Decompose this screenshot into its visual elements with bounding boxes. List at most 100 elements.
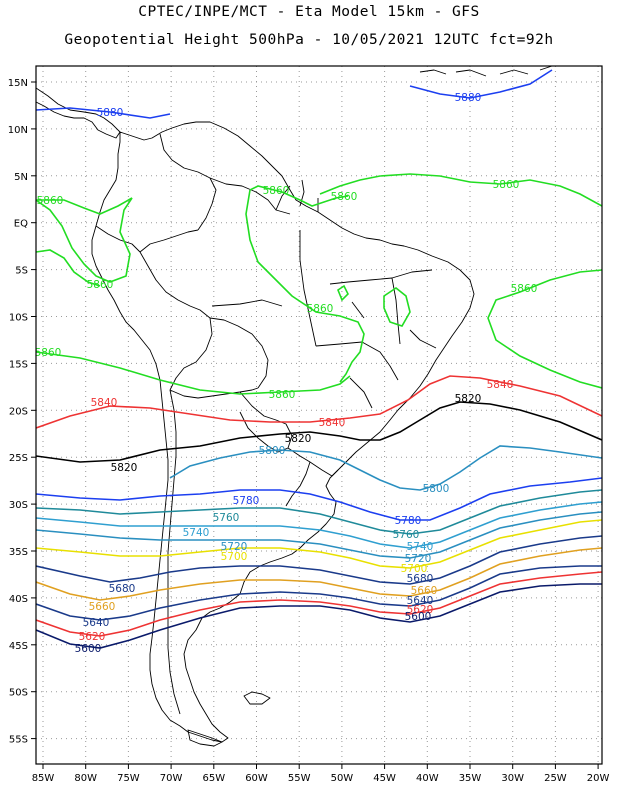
contour-label: 5620 <box>407 604 434 616</box>
contour-5820 <box>36 401 602 463</box>
tierra-del-fuego <box>187 729 223 747</box>
border-ecuador-peru <box>95 225 141 253</box>
contour-5860-north <box>245 185 365 383</box>
contour-label: 5860 <box>511 283 538 295</box>
contour-label: 5640 <box>83 617 110 629</box>
plot-frame <box>35 65 603 765</box>
falkland-islands <box>243 691 271 705</box>
contour-label: 5740 <box>183 527 210 539</box>
contour-5800 <box>169 445 602 491</box>
lat-tick-label: 25S <box>9 453 28 464</box>
lon-tick-label: 65W <box>202 773 225 784</box>
lon-tick-label: 60W <box>245 773 268 784</box>
lon-tick-label: 30W <box>501 773 524 784</box>
lon-tick-label: 20W <box>587 773 610 784</box>
contour-label: 5800 <box>423 483 450 495</box>
contour-5860-island <box>383 287 411 327</box>
lon-tick-label: 45W <box>373 773 396 784</box>
contour-label: 5860 <box>493 179 520 191</box>
lat-tick-label: 40S <box>9 594 28 605</box>
lat-tick-label: 35S <box>9 547 28 558</box>
contour-label: 5860 <box>35 347 62 359</box>
contour-label: 5700 <box>401 563 428 575</box>
lat-tick-label: 50S <box>9 688 28 699</box>
border-colombia-peru-brazil <box>139 229 199 253</box>
lat-lon-grid <box>36 66 602 764</box>
coastline-south-america <box>91 121 475 743</box>
contour-label: 5720 <box>221 541 248 553</box>
border-colombia-venezuela <box>159 133 217 231</box>
contour-label: 5860 <box>87 279 114 291</box>
contour-5740 <box>36 501 602 549</box>
contour-label: 5840 <box>319 417 346 429</box>
lon-tick-label: 50W <box>331 773 354 784</box>
contour-5880-northeast <box>409 69 553 99</box>
lon-tick-label: 35W <box>459 773 482 784</box>
contour-label: 5700 <box>221 551 248 563</box>
contour-label: 5760 <box>213 512 240 524</box>
lat-tick-label: 5N <box>14 172 28 183</box>
lat-tick-label: 15S <box>9 359 28 370</box>
border-brazil-states <box>211 230 437 409</box>
contour-5860-west-lower <box>36 249 101 287</box>
lat-tick-label: 30S <box>9 500 28 511</box>
contour-5600 <box>36 583 602 649</box>
contour-label: 5760 <box>393 529 420 541</box>
contour-label: 5600 <box>405 611 432 623</box>
contour-label: 5680 <box>109 583 136 595</box>
contour-5760 <box>36 489 602 535</box>
contour-label: 5800 <box>259 445 286 457</box>
axes: 85W 80W 75W 70W 65W 60W 55W 50W 45W 40W 35W 30W 25W 2… <box>8 78 610 784</box>
lat-tick-label: 55S <box>9 735 28 746</box>
contour-label: 5780 <box>233 495 260 507</box>
contour-label: 5600 <box>75 643 102 655</box>
contour-label-layer: 5880 5880 5860 5860 5860 5860 5860 5860 5860 5860… <box>35 92 538 655</box>
lon-tick-label: 40W <box>416 773 439 784</box>
contour-label: 5820 <box>285 433 312 445</box>
contour-label: 5860 <box>331 191 358 203</box>
contour-5880-north <box>36 107 171 119</box>
contour-label: 5660 <box>89 601 116 613</box>
continent-outlines <box>36 66 553 747</box>
contour-5780 <box>36 477 602 521</box>
contour-label: 5620 <box>79 631 106 643</box>
contour-label: 5820 <box>455 393 482 405</box>
contour-5860-island-small <box>337 284 349 302</box>
contour-label: 5640 <box>407 595 434 607</box>
lat-tick-label: 45S <box>9 641 28 652</box>
border-bolivia-south <box>169 387 259 399</box>
lat-tick-label: 20S <box>9 406 28 417</box>
contour-5640 <box>36 565 602 621</box>
contour-label: 5780 <box>395 515 422 527</box>
contour-5680 <box>36 535 602 585</box>
chart-title-line-2: Geopotential Height 500hPa - 10/05/2021 … <box>64 32 554 48</box>
border-bolivia-brazil <box>209 317 269 389</box>
contour-5720 <box>36 511 602 559</box>
contour-5620 <box>36 571 602 637</box>
contour-label: 5840 <box>91 397 118 409</box>
contour-label: 5880 <box>97 107 124 119</box>
contour-label: 5860 <box>269 389 296 401</box>
contour-5700 <box>36 519 602 569</box>
lat-tick-label: EQ <box>14 219 28 230</box>
border-peru-bolivia <box>169 317 213 391</box>
lat-tick-label: 10S <box>9 313 28 324</box>
lat-tick-label: 10N <box>8 125 28 136</box>
contour-5860-east <box>487 269 602 389</box>
contour-label: 5820 <box>111 462 138 474</box>
lat-tick-label: 15N <box>8 78 28 89</box>
geopotential-contours <box>36 69 602 649</box>
contour-5860-west <box>36 197 133 283</box>
caribbean-islands <box>419 66 553 77</box>
contour-label: 5660 <box>411 585 438 597</box>
contour-label: 5840 <box>487 379 514 391</box>
lat-tick-label: 5S <box>15 266 28 277</box>
contour-label: 5860 <box>37 195 64 207</box>
chart-title-line-1: CPTEC/INPE/MCT - Eta Model 15km - GFS <box>138 4 480 20</box>
lon-tick-label: 25W <box>544 773 567 784</box>
coastline-central-america <box>36 87 121 139</box>
contour-label: 5680 <box>407 573 434 585</box>
contour-5860-northeast <box>319 173 602 207</box>
contour-5860-main <box>36 351 351 395</box>
